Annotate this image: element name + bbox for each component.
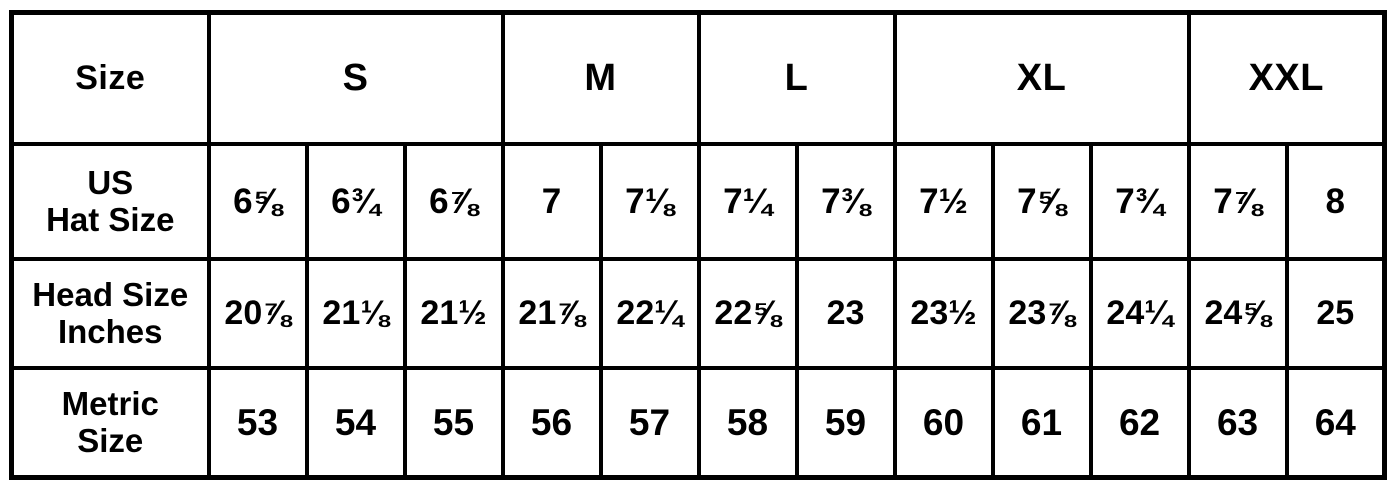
cell-us-hat-size-11: 7⅞ (1186, 142, 1289, 261)
cell-metric-size-7: 59 (794, 366, 897, 480)
cell-head-size-inches-11: 24⅝ (1186, 257, 1289, 370)
cell-us-hat-size-9: 7⅝ (990, 142, 1093, 261)
cell-us-hat-size-1: 6⅝ (206, 142, 309, 261)
cell-metric-size-10: 62 (1088, 366, 1191, 480)
table-body: Size S M L XL XXL US Hat Size 6⅝ 6¾ 6⅞ 7 … (9, 10, 1387, 480)
cell-metric-size-4: 56 (500, 366, 603, 480)
cell-metric-size-11: 63 (1186, 366, 1289, 480)
table-row-metric-size: Metric Size 53 54 55 56 57 58 59 60 61 62… (9, 366, 1387, 480)
size-group-s: S (206, 10, 505, 146)
cell-metric-size-2: 54 (304, 366, 407, 480)
hat-size-chart-table: Size S M L XL XXL US Hat Size 6⅝ 6¾ 6⅞ 7 … (9, 10, 1388, 480)
size-group-m: M (500, 10, 701, 146)
cell-metric-size-12: 64 (1284, 366, 1387, 480)
cell-metric-size-6: 58 (696, 366, 799, 480)
cell-head-size-inches-10: 24¼ (1088, 257, 1191, 370)
cell-us-hat-size-10: 7¾ (1088, 142, 1191, 261)
cell-us-hat-size-5: 7⅛ (598, 142, 701, 261)
cell-metric-size-3: 55 (402, 366, 505, 480)
cell-us-hat-size-4: 7 (500, 142, 603, 261)
row-header-size: Size (9, 10, 211, 146)
table-row-head-size-inches: Head Size Inches 20⅞ 21⅛ 21½ 21⅞ 22¼ 22⅝ … (9, 257, 1387, 370)
cell-head-size-inches-1: 20⅞ (206, 257, 309, 370)
table-row-size-groups: Size S M L XL XXL (9, 10, 1387, 146)
row-header-us-hat-size: US Hat Size (9, 142, 211, 261)
cell-us-hat-size-6: 7¼ (696, 142, 799, 261)
cell-head-size-inches-7: 23 (794, 257, 897, 370)
cell-metric-size-5: 57 (598, 366, 701, 480)
cell-head-size-inches-8: 23½ (892, 257, 995, 370)
cell-head-size-inches-3: 21½ (402, 257, 505, 370)
size-group-xxl: XXL (1186, 10, 1387, 146)
size-group-xl: XL (892, 10, 1191, 146)
cell-us-hat-size-7: 7⅜ (794, 142, 897, 261)
size-group-l: L (696, 10, 897, 146)
cell-head-size-inches-2: 21⅛ (304, 257, 407, 370)
cell-head-size-inches-9: 23⅞ (990, 257, 1093, 370)
cell-us-hat-size-8: 7½ (892, 142, 995, 261)
row-header-metric-size: Metric Size (9, 366, 211, 480)
cell-metric-size-9: 61 (990, 366, 1093, 480)
row-header-head-size-inches: Head Size Inches (9, 257, 211, 370)
table-row-us-hat-size: US Hat Size 6⅝ 6¾ 6⅞ 7 7⅛ 7¼ 7⅜ 7½ 7⅝ 7¾ … (9, 142, 1387, 261)
cell-us-hat-size-3: 6⅞ (402, 142, 505, 261)
cell-head-size-inches-6: 22⅝ (696, 257, 799, 370)
cell-metric-size-8: 60 (892, 366, 995, 480)
cell-metric-size-1: 53 (206, 366, 309, 480)
cell-us-hat-size-2: 6¾ (304, 142, 407, 261)
cell-us-hat-size-12: 8 (1284, 142, 1387, 261)
cell-head-size-inches-4: 21⅞ (500, 257, 603, 370)
size-chart-container: Size S M L XL XXL US Hat Size 6⅝ 6¾ 6⅞ 7 … (9, 10, 1388, 480)
cell-head-size-inches-5: 22¼ (598, 257, 701, 370)
cell-head-size-inches-12: 25 (1284, 257, 1387, 370)
